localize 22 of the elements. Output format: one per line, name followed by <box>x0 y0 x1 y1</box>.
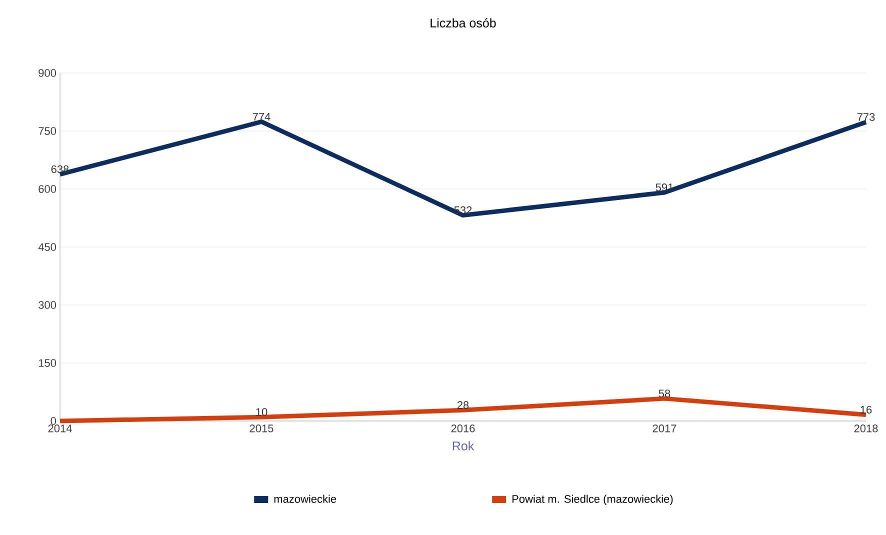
x-tick-label: 2014 <box>48 424 72 432</box>
legend-label: Powiat m. Siedlce (mazowieckie) <box>512 494 673 506</box>
data-label: 16 <box>860 406 872 414</box>
data-label: 773 <box>857 113 875 121</box>
y-tick-label: 450 <box>38 243 56 251</box>
y-tick-label: 900 <box>38 69 56 77</box>
data-label: 58 <box>658 390 670 398</box>
y-tick-label: 0 <box>50 417 56 425</box>
x-tick-label: 2015 <box>250 424 274 432</box>
chart-title: Liczba osób <box>430 18 496 28</box>
y-tick-label: 150 <box>38 359 56 367</box>
x-tick-label: 2016 <box>451 424 475 432</box>
legend-label: mazowieckie <box>274 494 336 503</box>
y-tick-label: 600 <box>38 185 56 193</box>
y-tick-label: 300 <box>38 301 56 309</box>
y-tick-label: 750 <box>38 127 56 135</box>
data-label: 774 <box>252 112 270 121</box>
x-tick-label: 2018 <box>854 424 878 432</box>
x-tick-label: 2017 <box>652 424 676 432</box>
x-axis-title: Rok <box>452 441 474 450</box>
data-label: 10 <box>256 408 268 416</box>
data-label: 28 <box>457 401 469 409</box>
